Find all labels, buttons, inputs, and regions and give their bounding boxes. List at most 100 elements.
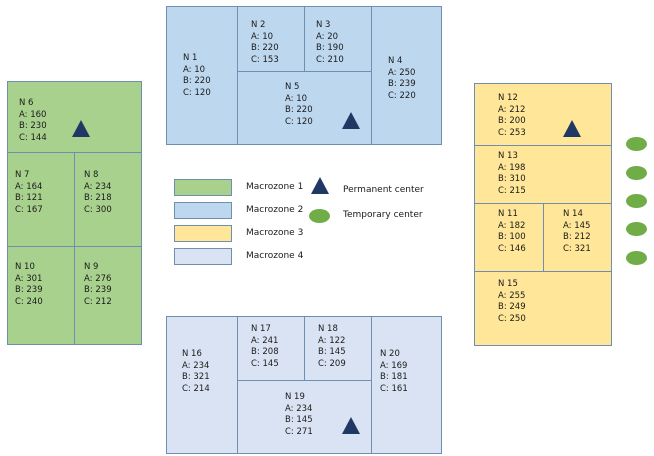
legend-swatch-macrozone-3	[174, 225, 232, 242]
node-value-b: B: 181	[380, 372, 408, 383]
node-value-a: A: 145	[563, 220, 591, 231]
node-label: N 18	[318, 324, 338, 334]
divider	[371, 316, 372, 454]
node-n15: N 15 A: 255 B: 249 C: 250	[498, 279, 526, 325]
divider	[371, 6, 372, 145]
node-value-b: B: 310	[498, 174, 526, 185]
node-value-a: A: 212	[498, 104, 526, 115]
temporary-center-icon	[626, 166, 647, 180]
node-value-b: B: 220	[251, 43, 279, 54]
temporary-center-icon	[626, 251, 647, 265]
node-value-a: A: 234	[285, 403, 313, 414]
node-n16: N 16 A: 234 B: 321 C: 214	[182, 349, 210, 395]
node-value-a: A: 255	[498, 290, 526, 301]
node-value-b: B: 212	[563, 232, 591, 243]
temporary-center-icon	[626, 222, 647, 236]
node-n9: N 9 A: 276 B: 239 C: 212	[84, 262, 112, 308]
divider	[237, 380, 372, 381]
divider	[304, 316, 305, 380]
node-label: N 6	[19, 98, 34, 108]
node-value-a: A: 122	[318, 335, 346, 346]
node-n4: N 4 A: 250 B: 239 C: 220	[388, 56, 416, 102]
node-n3: N 3 A: 20 B: 190 C: 210	[316, 20, 344, 66]
node-value-b: B: 208	[251, 347, 279, 358]
legend-label-macrozone-3: Macrozone 3	[246, 228, 304, 238]
node-value-c: C: 167	[15, 204, 43, 215]
node-label: N 19	[285, 392, 305, 402]
node-value-a: A: 160	[19, 109, 47, 120]
node-value-a: A: 164	[15, 181, 43, 192]
node-value-b: B: 145	[318, 347, 346, 358]
node-value-a: A: 10	[251, 31, 274, 42]
node-value-c: C: 215	[498, 185, 526, 196]
legend-label-temporary-center: Temporary center	[343, 210, 423, 220]
node-label: N 10	[15, 262, 35, 272]
permanent-center-icon	[563, 120, 581, 137]
divider	[474, 145, 612, 146]
node-label: N 12	[498, 93, 518, 103]
node-label: N 3	[316, 20, 331, 30]
node-n5: N 5 A: 10 B: 220 C: 120	[285, 82, 313, 128]
node-value-a: A: 241	[251, 335, 279, 346]
divider	[304, 6, 305, 71]
node-value-c: C: 240	[15, 296, 43, 307]
temporary-center-icon	[626, 137, 647, 151]
node-value-b: B: 100	[498, 232, 526, 243]
node-label: N 8	[84, 170, 99, 180]
node-label: N 15	[498, 279, 518, 289]
node-label: N 2	[251, 20, 266, 30]
node-value-c: C: 271	[285, 426, 313, 437]
permanent-center-icon	[72, 120, 90, 137]
node-value-a: A: 301	[15, 273, 43, 284]
node-n19: N 19 A: 234 B: 145 C: 271	[285, 392, 313, 438]
node-label: N 7	[15, 170, 30, 180]
node-value-c: C: 120	[183, 87, 211, 98]
node-value-c: C: 212	[84, 296, 112, 307]
node-n6: N 6 A: 160 B: 230 C: 144	[19, 98, 47, 144]
node-value-a: A: 20	[316, 31, 339, 42]
node-value-a: A: 250	[388, 67, 416, 78]
node-n11: N 11 A: 182 B: 100 C: 146	[498, 209, 526, 255]
legend-swatch-macrozone-1	[174, 179, 232, 196]
node-value-a: A: 234	[84, 181, 112, 192]
node-value-c: C: 144	[19, 132, 47, 143]
divider	[74, 152, 75, 345]
node-value-a: A: 198	[498, 162, 526, 173]
node-value-c: C: 214	[182, 383, 210, 394]
temporary-center-icon	[626, 194, 647, 208]
node-value-c: C: 161	[380, 383, 408, 394]
permanent-center-icon	[311, 177, 329, 194]
node-value-c: C: 250	[498, 313, 526, 324]
legend-label-permanent-center: Permanent center	[343, 185, 424, 195]
legend-label-macrozone-1: Macrozone 1	[246, 182, 304, 192]
legend-label-macrozone-2: Macrozone 2	[246, 205, 304, 215]
node-value-b: B: 239	[84, 285, 112, 296]
node-value-b: B: 239	[388, 79, 416, 90]
node-value-b: B: 200	[498, 116, 526, 127]
node-value-b: B: 249	[498, 302, 526, 313]
node-label: N 14	[563, 209, 583, 219]
node-value-a: A: 10	[285, 93, 308, 104]
node-value-c: C: 253	[498, 127, 526, 138]
node-value-b: B: 220	[285, 105, 313, 116]
node-n1: N 1 A: 10 B: 220 C: 120	[183, 53, 211, 99]
legend-swatch-macrozone-2	[174, 202, 232, 219]
node-value-a: A: 169	[380, 360, 408, 371]
node-value-b: B: 239	[15, 285, 43, 296]
node-value-b: B: 220	[183, 76, 211, 87]
temporary-center-icon	[309, 209, 330, 223]
node-label: N 17	[251, 324, 271, 334]
node-n17: N 17 A: 241 B: 208 C: 145	[251, 324, 279, 370]
node-value-c: C: 153	[251, 54, 279, 65]
permanent-center-icon	[342, 417, 360, 434]
node-value-b: B: 121	[15, 193, 43, 204]
node-value-c: C: 210	[316, 54, 344, 65]
permanent-center-icon	[342, 112, 360, 129]
divider	[543, 203, 544, 271]
node-n12: N 12 A: 212 B: 200 C: 253	[498, 93, 526, 139]
node-value-c: C: 220	[388, 90, 416, 101]
node-value-c: C: 300	[84, 204, 112, 215]
node-label: N 9	[84, 262, 99, 272]
node-value-a: A: 234	[182, 360, 210, 371]
node-value-a: A: 182	[498, 220, 526, 231]
